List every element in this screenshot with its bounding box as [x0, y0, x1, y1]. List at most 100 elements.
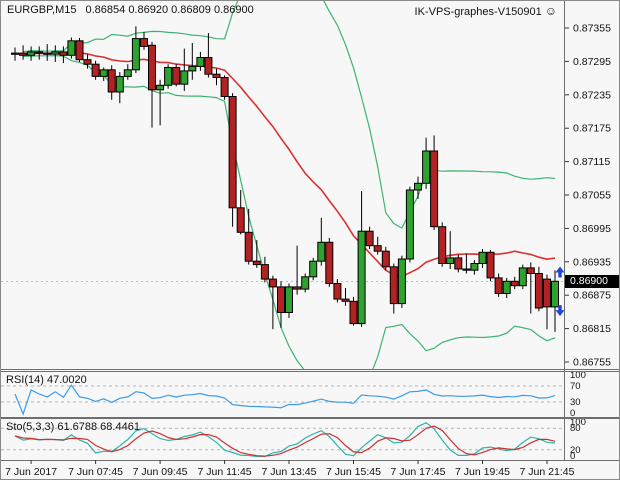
candle	[389, 263, 398, 314]
candle	[156, 79, 165, 126]
candle	[397, 255, 406, 308]
candle	[333, 279, 342, 303]
rsi-axis-label: 0	[570, 408, 575, 417]
price-axis-label: 0.86755	[573, 357, 611, 369]
candle	[357, 191, 366, 327]
candle	[438, 222, 447, 267]
candle	[277, 281, 285, 328]
candle	[365, 226, 374, 249]
candle	[115, 72, 124, 104]
main-price-pane[interactable]: EURGBP,M15 0.86854 0.86920 0.86809 0.8690…	[1, 1, 619, 370]
candle	[43, 44, 52, 61]
price-axis-label: 0.87295	[573, 56, 611, 68]
price-axis-label: 0.87355	[573, 23, 611, 35]
candle	[349, 296, 358, 326]
candle	[27, 46, 36, 61]
time-axis: 7 Jun 2017 7 Jun 07:45 7 Jun 09:45 7 Jun 11…	[1, 460, 619, 479]
candle	[228, 93, 237, 227]
candle	[123, 64, 132, 80]
chart-title: EURGBP,M15 0.86854 0.86920 0.86809 0.8690…	[7, 4, 254, 16]
candle	[252, 240, 261, 268]
candle	[51, 45, 60, 62]
candle	[140, 31, 148, 50]
trade-arrow-up-icon	[555, 266, 565, 278]
candle	[188, 43, 197, 80]
candle	[131, 26, 140, 74]
candle	[75, 38, 84, 62]
watermark-text: IK-VPS-graphes-V150901	[414, 6, 542, 18]
time-axis-label: 7 Jun 19:45	[455, 466, 510, 478]
watermark: IK-VPS-graphes-V150901 ☺	[415, 4, 557, 18]
candle	[164, 64, 173, 89]
price-axis-label: 0.86995	[573, 223, 611, 235]
candle	[341, 288, 350, 306]
candle	[293, 245, 302, 295]
time-axis-label: 7 Jun 09:45	[133, 466, 188, 478]
candle	[317, 217, 326, 266]
candle	[502, 277, 511, 298]
candle	[268, 275, 277, 330]
candle	[196, 51, 205, 71]
time-axis-labels: 7 Jun 2017 7 Jun 07:45 7 Jun 09:45 7 Jun 11…	[5, 460, 575, 478]
candle	[107, 65, 116, 100]
rsi-pane[interactable]: RSI(14) 47.0020 100 70 30 0	[1, 371, 619, 418]
current-price-tag: 0.86900	[565, 274, 619, 288]
sto-axis-label: 100	[570, 419, 586, 428]
candle	[172, 64, 181, 87]
price-axis-label: 0.86815	[573, 323, 611, 335]
candle	[220, 75, 229, 100]
price-scale-divider	[564, 1, 565, 460]
candle	[478, 249, 487, 268]
candle	[244, 208, 253, 265]
time-axis-label: 7 Jun 07:45	[68, 466, 123, 478]
candle	[325, 237, 334, 287]
rsi-axis-label: 30	[570, 397, 581, 408]
candle	[494, 273, 503, 297]
candle	[526, 262, 535, 314]
candle	[430, 135, 439, 231]
candle	[486, 250, 495, 282]
candle	[454, 254, 463, 273]
price-axis-label: 0.87115	[573, 156, 610, 168]
candle	[83, 54, 92, 69]
stochastic-pane[interactable]: Sto(5,3,3) 61.6788 68.4461 100 80 20 0	[1, 418, 619, 461]
sto-axis-label: 20	[570, 445, 581, 456]
candle	[518, 264, 527, 290]
candle	[510, 276, 519, 290]
candle	[35, 46, 44, 60]
candle	[180, 48, 189, 91]
sto-axis-label: 0	[570, 451, 575, 460]
price-axis-label: 0.86875	[573, 290, 611, 302]
candle	[285, 283, 293, 318]
time-axis-label: 7 Jun 15:45	[326, 466, 381, 478]
candle	[373, 236, 382, 255]
sto-axis-label: 80	[570, 423, 581, 434]
rsi-indicator-label: RSI(14) 47.0020	[6, 374, 87, 386]
candle	[446, 231, 455, 269]
candlestick-plot[interactable]: 0.87355 0.87295 0.87235 0.87175 0.87115 0.870…	[1, 1, 619, 369]
candle	[405, 186, 414, 263]
candle	[534, 266, 543, 312]
trade-arrow-down-icon	[555, 305, 565, 317]
price-axis-label: 0.87235	[573, 89, 611, 101]
candle	[309, 257, 318, 281]
time-axis-label: 7 Jun 17:45	[391, 466, 446, 478]
ohlc-values: 0.86854 0.86920 0.86809 0.86900	[85, 4, 254, 16]
price-axis-label: 0.87175	[573, 123, 611, 135]
stochastic-indicator-label: Sto(5,3,3) 61.6788 68.4461	[6, 421, 140, 433]
rsi-axis-label: 100	[570, 372, 586, 381]
rsi-axis-label: 70	[570, 381, 581, 392]
candle	[422, 137, 431, 189]
candle	[414, 176, 422, 199]
candle	[260, 256, 269, 283]
candle	[59, 46, 68, 64]
time-axis-label: 7 Jun 13:45	[262, 466, 317, 478]
time-axis-label: 7 Jun 21:45	[520, 466, 575, 478]
candle	[91, 60, 100, 80]
candle	[462, 253, 471, 274]
time-axis-label: 7 Jun 11:45	[198, 466, 252, 478]
candle	[99, 67, 108, 81]
